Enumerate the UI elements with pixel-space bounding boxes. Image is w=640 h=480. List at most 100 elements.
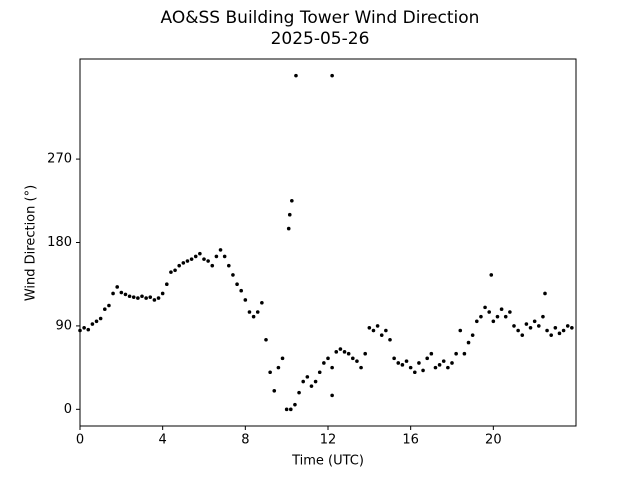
- data-point: [86, 327, 91, 332]
- data-point: [294, 73, 298, 78]
- data-point: [470, 333, 475, 337]
- data-point: [330, 365, 334, 370]
- x-tick-label: 0: [76, 433, 84, 448]
- data-point: [103, 307, 107, 312]
- y-axis-label: Wind Direction (°): [24, 185, 39, 301]
- data-point: [458, 328, 463, 333]
- data-point: [355, 359, 359, 363]
- data-point: [290, 198, 294, 203]
- y-tick-label: 270: [47, 152, 72, 167]
- y-tick-label: 0: [64, 402, 72, 417]
- data-point: [483, 305, 487, 310]
- data-point: [392, 356, 396, 361]
- data-point: [508, 310, 512, 314]
- data-point: [185, 259, 190, 263]
- data-point: [524, 322, 529, 326]
- y-tick-label: 90: [55, 318, 72, 333]
- data-point: [287, 212, 292, 217]
- data-point: [388, 338, 392, 342]
- data-point: [297, 390, 301, 395]
- data-point: [570, 325, 574, 330]
- data-point: [152, 298, 157, 302]
- data-point: [131, 295, 136, 299]
- x-tick-label: 12: [320, 433, 337, 448]
- data-point: [247, 310, 252, 314]
- data-point: [537, 324, 541, 328]
- data-point: [545, 328, 549, 333]
- data-point: [396, 361, 401, 365]
- data-point: [239, 288, 243, 293]
- data-point: [371, 328, 376, 333]
- data-point: [218, 248, 223, 252]
- data-point: [351, 356, 355, 361]
- x-tick-label: 4: [159, 433, 167, 448]
- data-point: [379, 333, 384, 337]
- data-point: [127, 294, 132, 299]
- y-tick-label: 180: [47, 235, 72, 250]
- data-point: [181, 261, 186, 265]
- data-point: [441, 359, 446, 363]
- data-point: [305, 375, 310, 379]
- data-point: [516, 328, 520, 333]
- data-point: [491, 319, 496, 324]
- data-point: [251, 314, 256, 319]
- data-point: [549, 333, 553, 337]
- data-point: [338, 347, 343, 351]
- x-tick-label: 8: [241, 433, 249, 448]
- data-point: [119, 290, 124, 295]
- data-point: [528, 325, 533, 330]
- data-point: [115, 285, 119, 289]
- data-point: [111, 291, 115, 296]
- data-point: [417, 361, 421, 365]
- data-point: [541, 314, 545, 319]
- data-point: [317, 370, 322, 375]
- data-point: [173, 268, 177, 273]
- data-point: [503, 314, 508, 319]
- data-point: [322, 361, 326, 365]
- data-point: [177, 263, 181, 268]
- data-point: [421, 368, 425, 373]
- x-tick-label: 20: [485, 433, 502, 448]
- data-point: [243, 298, 248, 302]
- data-point: [284, 407, 289, 412]
- data-point: [408, 365, 413, 370]
- data-point: [82, 325, 86, 330]
- data-point: [301, 379, 306, 384]
- data-point: [309, 384, 314, 388]
- data-point: [532, 319, 537, 324]
- data-point: [222, 254, 227, 259]
- chart-subtitle: 2025-05-26: [271, 29, 370, 49]
- data-point: [202, 257, 206, 261]
- data-point: [425, 356, 430, 361]
- data-point: [293, 402, 297, 407]
- data-point: [384, 328, 388, 333]
- data-point: [342, 350, 347, 354]
- data-point: [330, 73, 334, 78]
- data-point: [375, 324, 380, 328]
- data-point: [489, 273, 494, 277]
- data-point: [326, 356, 330, 361]
- data-point: [123, 292, 128, 297]
- data-point: [165, 282, 169, 287]
- data-point: [107, 303, 111, 308]
- data-point: [140, 294, 144, 299]
- data-point: [98, 316, 103, 321]
- data-point: [404, 359, 409, 363]
- data-point: [565, 324, 570, 328]
- data-point: [512, 324, 516, 328]
- data-point: [214, 254, 219, 259]
- data-point: [359, 365, 363, 370]
- data-point: [334, 350, 339, 354]
- data-point: [193, 254, 198, 259]
- data-point: [156, 296, 161, 300]
- data-point: [206, 259, 210, 263]
- data-point: [210, 263, 215, 268]
- data-point: [475, 319, 479, 324]
- data-point: [557, 331, 562, 336]
- data-point: [437, 363, 442, 367]
- data-point: [235, 282, 239, 287]
- data-point: [367, 325, 372, 330]
- data-point: [198, 251, 202, 256]
- chart-title: AO&SS Building Tower Wind Direction: [161, 8, 480, 28]
